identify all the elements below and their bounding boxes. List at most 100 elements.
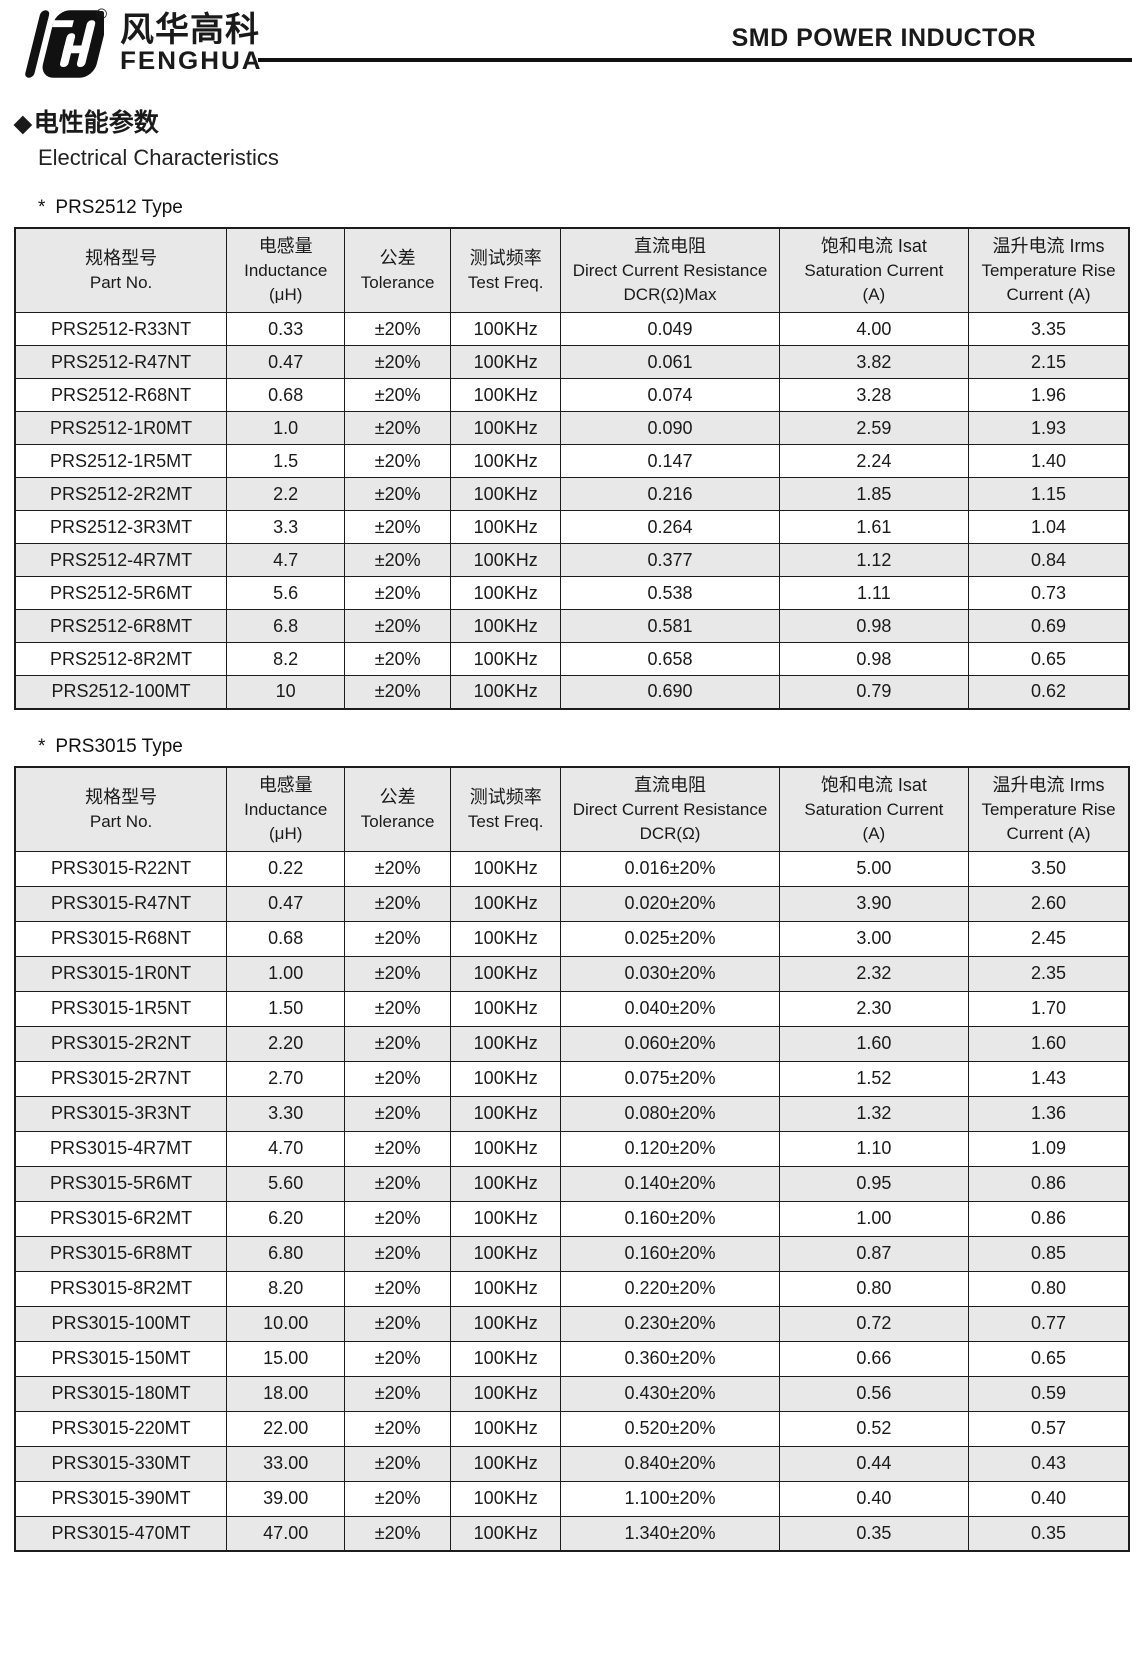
- table-cell: 3.82: [778, 345, 970, 379]
- col-header-dcr: 直流电阻 Direct Current Resistance DCR(Ω): [560, 766, 780, 852]
- table-row: PRS2512-1R5MT 1.5 ±20% 100KHz 0.147 2.24 1.40: [14, 444, 1130, 478]
- table-cell: PRS2512-1R5MT: [14, 444, 228, 478]
- table-cell: 1.40: [968, 444, 1130, 478]
- table-cell: 0.216: [560, 477, 780, 511]
- table-cell: ±20%: [344, 444, 452, 478]
- table-row: PRS3015-390MT 39.00 ±20% 100KHz 1.100±20% 0.4…: [14, 1480, 1130, 1517]
- table-cell: 2.20: [226, 1025, 346, 1062]
- table-cell: ±20%: [344, 955, 452, 992]
- table-cell: 3.50: [968, 850, 1130, 887]
- table-cell: 1.340±20%: [560, 1515, 780, 1552]
- table-cell: 8.2: [226, 642, 346, 676]
- fenghua-logo-icon: [18, 8, 108, 85]
- table-cell: PRS3015-5R6MT: [14, 1165, 228, 1202]
- table-cell: 0.65: [968, 1340, 1130, 1377]
- table-cell: 4.70: [226, 1130, 346, 1167]
- table-cell: 0.581: [560, 609, 780, 643]
- table-cell: ±20%: [344, 1200, 452, 1237]
- table-cell: PRS3015-330MT: [14, 1445, 228, 1482]
- table-cell: 0.430±20%: [560, 1375, 780, 1412]
- table-cell: PRS2512-5R6MT: [14, 576, 228, 610]
- table-cell: ±20%: [344, 885, 452, 922]
- table-cell: 2.59: [778, 411, 970, 445]
- table-cell: 0.43: [968, 1445, 1130, 1482]
- table-cell: PRS3015-R22NT: [14, 850, 228, 887]
- table-cell: ±20%: [344, 1025, 452, 1062]
- table-row: PRS3015-5R6MT 5.60 ±20% 100KHz 0.140±20% 0.95…: [14, 1165, 1130, 1202]
- table-cell: ±20%: [344, 1340, 452, 1377]
- table-cell: 1.61: [778, 510, 970, 544]
- table-cell: 0.090: [560, 411, 780, 445]
- table-cell: 0.22: [226, 850, 346, 887]
- col-header-test-freq: 测试频率 Test Freq.: [450, 227, 562, 313]
- table-cell: 0.360±20%: [560, 1340, 780, 1377]
- col-header-temp-rise-current: 温升电流 Irms Temperature Rise Current (A): [968, 227, 1130, 313]
- table-cell: ±20%: [344, 576, 452, 610]
- table-cell: 0.049: [560, 312, 780, 346]
- table-cell: 8.20: [226, 1270, 346, 1307]
- section-title-cn-text: 电性能参数: [33, 109, 159, 137]
- table-cell: 15.00: [226, 1340, 346, 1377]
- table-cell: 1.5: [226, 444, 346, 478]
- table-cell: ±20%: [344, 1235, 452, 1272]
- table-row: PRS2512-2R2MT 2.2 ±20% 100KHz 0.216 1.85 1.15: [14, 477, 1130, 511]
- col-header-inductance: 电感量 Inductance (μH): [226, 227, 346, 313]
- table-row: PRS2512-100MT 10 ±20% 100KHz 0.690 0.79 0.62: [14, 675, 1130, 709]
- table-cell: 2.15: [968, 345, 1130, 379]
- table-cell: 100KHz: [450, 1270, 562, 1307]
- table-cell: 0.060±20%: [560, 1025, 780, 1062]
- table-cell: 2.60: [968, 885, 1130, 922]
- table-cell: 0.68: [226, 920, 346, 957]
- table-cell: 100KHz: [450, 1480, 562, 1517]
- registered-mark: ®: [96, 6, 108, 23]
- table-cell: 10: [226, 675, 346, 709]
- table-cell: PRS3015-470MT: [14, 1515, 228, 1552]
- table-row: PRS2512-5R6MT 5.6 ±20% 100KHz 0.538 1.11 0.73: [14, 576, 1130, 610]
- table-cell: 0.33: [226, 312, 346, 346]
- table-cell: 6.80: [226, 1235, 346, 1272]
- table-cell: 100KHz: [450, 1445, 562, 1482]
- table-cell: 100KHz: [450, 312, 562, 346]
- table-cell: 0.040±20%: [560, 990, 780, 1027]
- col-header-test-freq: 测试频率 Test Freq.: [450, 766, 562, 852]
- table-cell: ±20%: [344, 1480, 452, 1517]
- table-row: PRS2512-R47NT 0.47 ±20% 100KHz 0.061 3.82 2.15: [14, 345, 1130, 379]
- table-cell: PRS2512-100MT: [14, 675, 228, 709]
- table-cell: ±20%: [344, 1445, 452, 1482]
- table-cell: 100KHz: [450, 1375, 562, 1412]
- table-cell: 0.264: [560, 510, 780, 544]
- table-cell: 100KHz: [450, 1025, 562, 1062]
- table-cell: 0.95: [778, 1165, 970, 1202]
- table-cell: ±20%: [344, 642, 452, 676]
- table-cell: 0.230±20%: [560, 1305, 780, 1342]
- table-cell: 0.40: [968, 1480, 1130, 1517]
- table-cell: 5.60: [226, 1165, 346, 1202]
- table-cell: 2.2: [226, 477, 346, 511]
- table-cell: 1.60: [968, 1025, 1130, 1062]
- table-header: 规格型号 Part No. 电感量 Inductance (μH) 公差 Tol…: [14, 227, 1130, 313]
- table-row: PRS3015-8R2MT 8.20 ±20% 100KHz 0.220±20% 0.80…: [14, 1270, 1130, 1307]
- table-row: PRS3015-6R2MT 6.20 ±20% 100KHz 0.160±20% 1.00…: [14, 1200, 1130, 1237]
- table-cell: ±20%: [344, 990, 452, 1027]
- col-header-temp-rise-current: 温升电流 Irms Temperature Rise Current (A): [968, 766, 1130, 852]
- table-cell: 100KHz: [450, 1200, 562, 1237]
- table-cell: 1.10: [778, 1130, 970, 1167]
- table-cell: 0.65: [968, 642, 1130, 676]
- table-body: PRS2512-R33NT 0.33 ±20% 100KHz 0.049 4.00 3.35…: [14, 312, 1130, 709]
- table-cell: 0.35: [778, 1515, 970, 1552]
- table-cell: 0.47: [226, 345, 346, 379]
- table-cell: ±20%: [344, 920, 452, 957]
- table-cell: ±20%: [344, 411, 452, 445]
- table-cell: PRS3015-6R8MT: [14, 1235, 228, 1272]
- table-row: PRS2512-R68NT 0.68 ±20% 100KHz 0.074 3.28 1.96: [14, 378, 1130, 412]
- table-cell: 5.00: [778, 850, 970, 887]
- section-title-en: Electrical Characteristics: [38, 145, 279, 170]
- table-cell: 0.80: [778, 1270, 970, 1307]
- table-cell: 1.00: [778, 1200, 970, 1237]
- table-cell: 0.160±20%: [560, 1235, 780, 1272]
- col-header-inductance: 电感量 Inductance (μH): [226, 766, 346, 852]
- table-cell: 3.30: [226, 1095, 346, 1132]
- table-cell: 0.56: [778, 1375, 970, 1412]
- table-cell: 10.00: [226, 1305, 346, 1342]
- table-cell: ±20%: [344, 1130, 452, 1167]
